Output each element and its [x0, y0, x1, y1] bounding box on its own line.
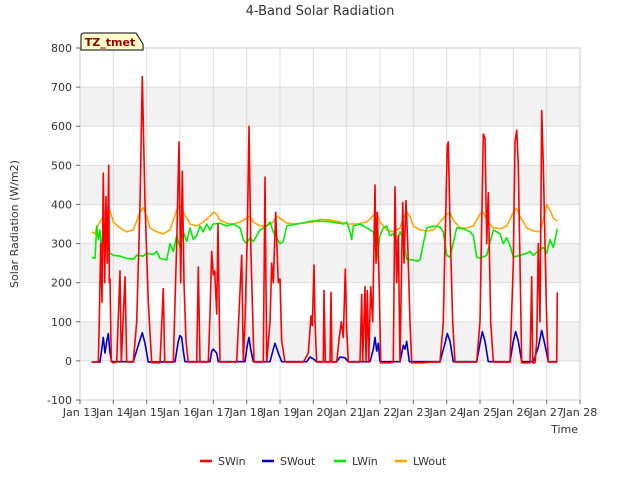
series-layer	[91, 75, 559, 364]
legend: SWin SWout LWin LWout	[200, 455, 447, 468]
x-tick-label: Jan 15	[128, 406, 163, 419]
legend-label-swin: SWin	[218, 455, 246, 468]
x-tick-label: Jan 16	[162, 406, 197, 419]
y-tick-label: 400	[51, 198, 72, 211]
legend-label-lwin: LWin	[352, 455, 378, 468]
station-badge: TZ_tmet	[80, 32, 144, 51]
x-tick-label: Jan 25	[462, 406, 497, 419]
y-tick-label: 700	[51, 81, 72, 94]
station-badge-shape	[80, 32, 144, 51]
y-tick-label: 100	[51, 316, 72, 329]
y-tick-label: 500	[51, 159, 72, 172]
background-band	[80, 243, 580, 283]
series-line-swout	[91, 329, 558, 363]
x-tick-label: Jan 28	[562, 406, 597, 419]
background-band	[80, 204, 580, 244]
y-axis-ticks: -100 0 100 200 300 400 500 600 700 800	[47, 42, 80, 407]
y-tick-label: 0	[65, 355, 72, 368]
background-band	[80, 360, 580, 400]
background-band	[80, 165, 580, 205]
x-tick-label: Jan 19	[262, 406, 297, 419]
chart-title: 4-Band Solar Radiation	[246, 4, 395, 19]
plot-background-bands	[80, 48, 580, 400]
background-band	[80, 126, 580, 166]
y-axis-title: Solar Radiation (W/m2)	[8, 160, 21, 288]
x-tick-label: Jan 17	[195, 406, 230, 419]
legend-label-swout: SWout	[280, 455, 316, 468]
x-tick-label: Jan 20	[295, 406, 330, 419]
y-tick-label: -100	[47, 394, 72, 407]
x-tick-label: Jan 21	[328, 406, 363, 419]
x-tick-label: Jan 26	[495, 406, 530, 419]
x-tick-label: Jan 22	[362, 406, 397, 419]
y-tick-label: 800	[51, 42, 72, 55]
x-axis-title: Time	[550, 423, 578, 436]
x-tick-label: Jan 13	[62, 406, 97, 419]
y-tick-label: 600	[51, 120, 72, 133]
x-tick-label: Jan 24	[428, 406, 463, 419]
y-tick-label: 200	[51, 277, 72, 290]
x-tick-label: Jan 27	[528, 406, 563, 419]
series-line-swin	[91, 75, 559, 364]
legend-label-lwout: LWout	[413, 455, 447, 468]
station-badge-label: TZ_tmet	[85, 36, 135, 49]
x-tick-label: Jan 23	[395, 406, 430, 419]
background-band	[80, 87, 580, 127]
x-tick-label: Jan 14	[95, 406, 130, 419]
x-tick-label: Jan 18	[228, 406, 263, 419]
plot-frame	[79, 47, 581, 401]
y-tick-label: 300	[51, 238, 72, 251]
background-band	[80, 48, 580, 88]
